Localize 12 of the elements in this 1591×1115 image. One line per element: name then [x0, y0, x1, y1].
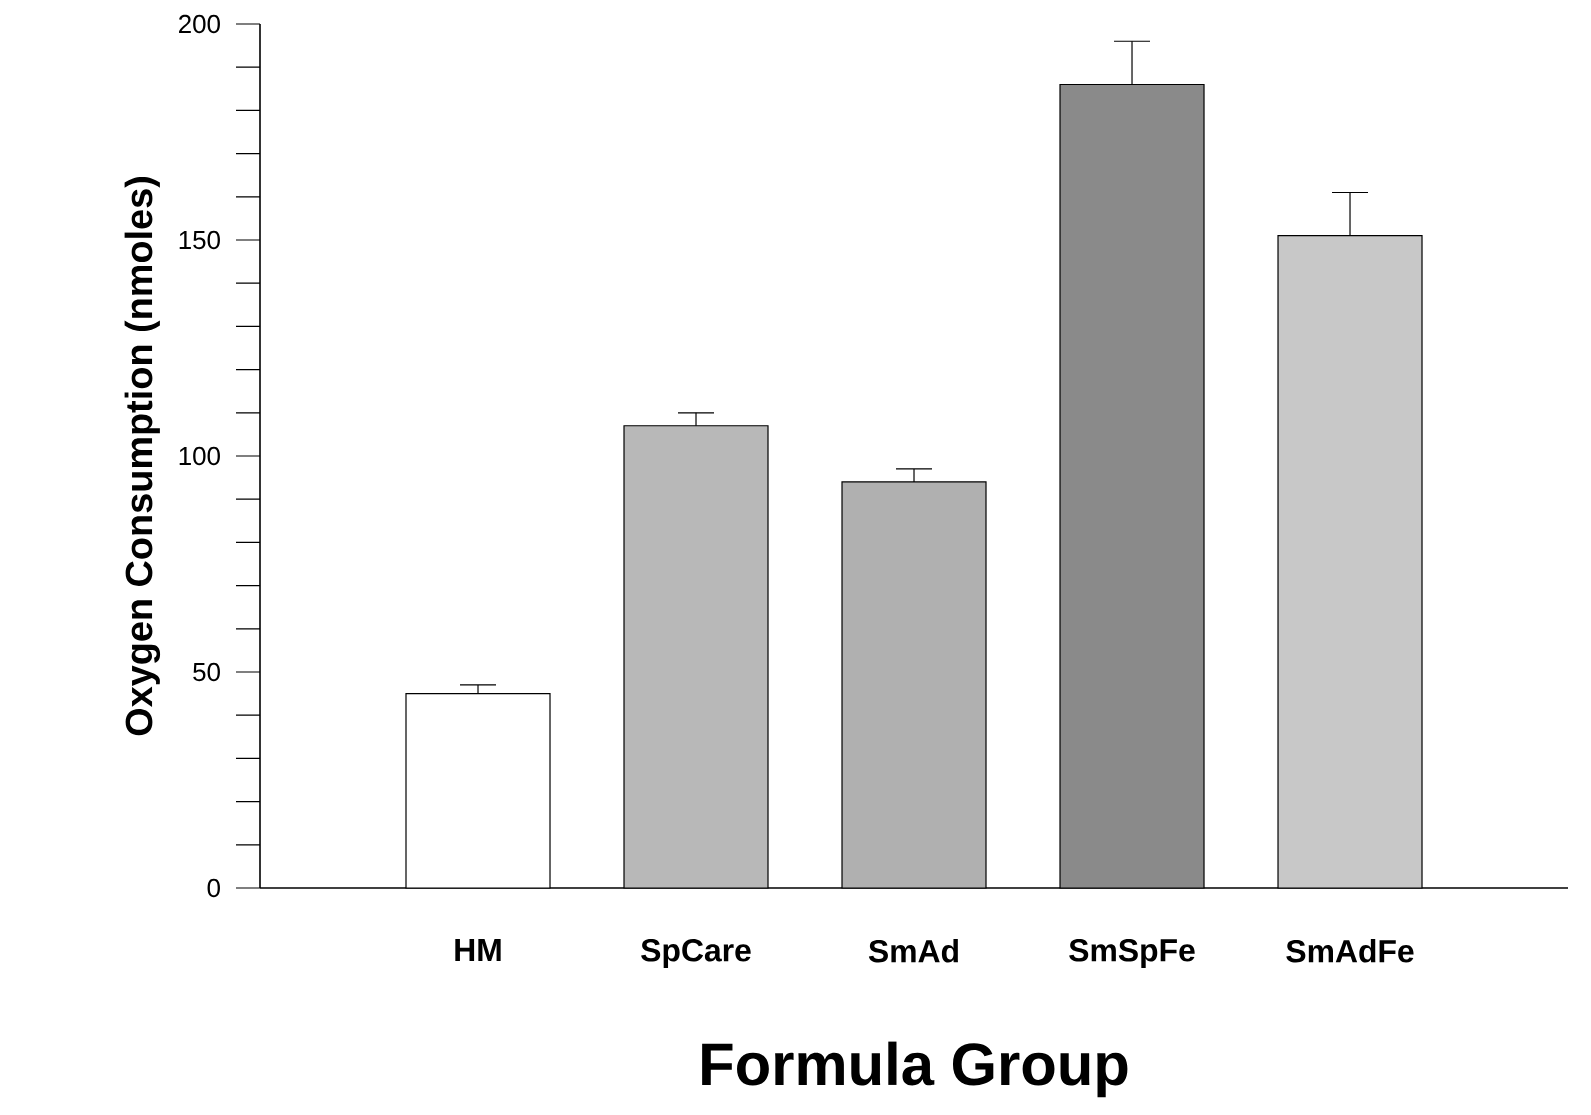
x-axis-title: Formula Group — [702, 1041, 1128, 1098]
y-axis-title: Oxygen Consumption (nmoles) — [124, 177, 161, 736]
y-tick-label: 0 — [207, 878, 220, 898]
x-tick-label: SmAdFe — [1286, 939, 1414, 963]
y-tick-label: 50 — [193, 662, 220, 682]
y-tick-label: 200 — [179, 14, 220, 34]
x-tick-label: HM — [455, 939, 501, 961]
x-tick-label: SmAd — [868, 939, 958, 963]
y-tick-label: 150 — [179, 230, 220, 250]
x-tick-label: SmSpFe — [1069, 939, 1195, 968]
y-tick-label: 100 — [179, 446, 220, 466]
x-tick-label: SpCare — [641, 939, 751, 968]
